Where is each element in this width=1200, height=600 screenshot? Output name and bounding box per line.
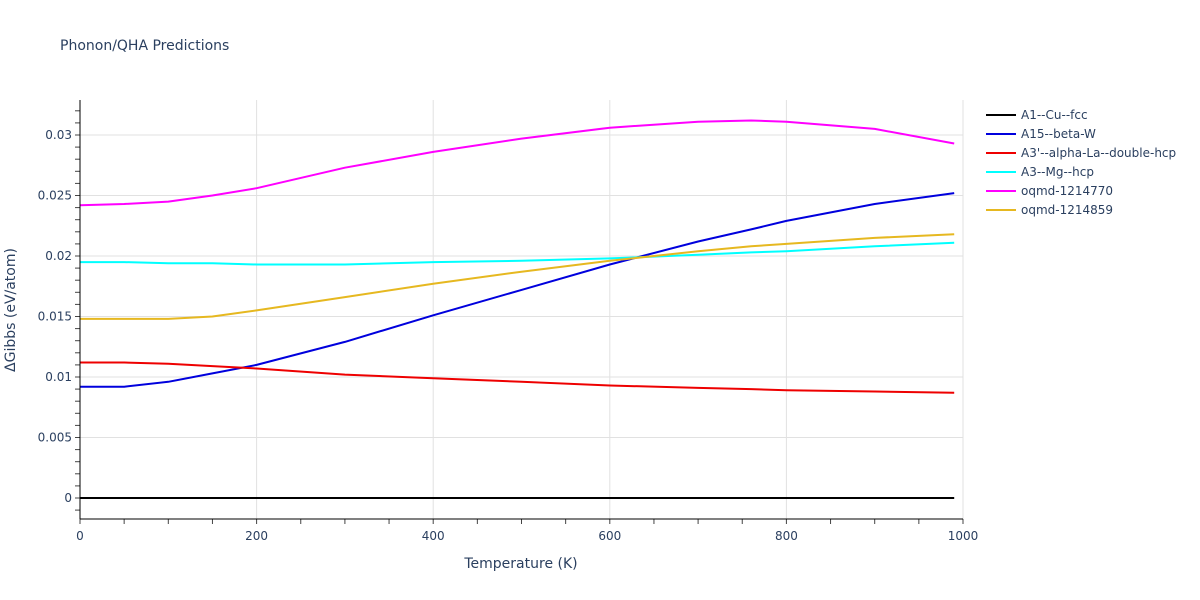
x-tick-label: 200 [245, 529, 268, 543]
legend-item[interactable]: A3--Mg--hcp [986, 165, 1094, 179]
x-tick-label: 800 [775, 529, 798, 543]
legend-label: A3'--alpha-La--double-hcp [1021, 146, 1176, 160]
x-axis-title: Temperature (K) [463, 556, 577, 572]
chart-title: Phonon/QHA Predictions [60, 38, 229, 54]
legend-item[interactable]: A3'--alpha-La--double-hcp [986, 146, 1176, 160]
legend-label: A1--Cu--fcc [1021, 108, 1088, 122]
legend-label: oqmd-1214770 [1021, 184, 1113, 198]
axes: 0 200 400 600 800 1000 0 0.005 0.01 0.015 0.02 0.02… [38, 100, 979, 543]
y-tick-label: 0.005 [38, 431, 72, 445]
y-tick-label: 0.025 [38, 189, 72, 203]
series-line-a15-beta-w[interactable] [80, 192, 955, 388]
plot-area[interactable] [79, 119, 955, 499]
y-axis-title: ΔGibbs (eV/atom) [3, 248, 19, 372]
y-tick-label: 0.02 [45, 249, 72, 263]
series-line-oqmd-1214859[interactable] [80, 233, 955, 320]
y-tick-label: 0.01 [45, 370, 72, 384]
grid-lines [80, 100, 964, 519]
legend-label: A3--Mg--hcp [1021, 165, 1094, 179]
legend: A1--Cu--fcc A15--beta-W A3'--alpha-La--dou… [986, 108, 1176, 217]
x-tick-label: 600 [598, 529, 621, 543]
series-line-a3-mg-hcp[interactable] [80, 241, 955, 266]
y-tick-label: 0.015 [38, 310, 72, 324]
x-tick-label: 0 [76, 529, 84, 543]
x-tick-label: 400 [422, 529, 445, 543]
legend-item[interactable]: A15--beta-W [986, 127, 1096, 141]
x-tick-label: 1000 [948, 529, 979, 543]
legend-item[interactable]: A1--Cu--fcc [986, 108, 1088, 122]
series-line-oqmd-1214770[interactable] [79, 119, 955, 207]
y-tick-label: 0 [64, 491, 72, 505]
y-tick-label: 0.03 [45, 128, 72, 142]
series-line-a3-alpha-la-double-hcp[interactable] [80, 361, 955, 394]
legend-item[interactable]: oqmd-1214770 [986, 184, 1113, 198]
legend-label: A15--beta-W [1021, 127, 1096, 141]
legend-label: oqmd-1214859 [1021, 203, 1113, 217]
legend-item[interactable]: oqmd-1214859 [986, 203, 1113, 217]
